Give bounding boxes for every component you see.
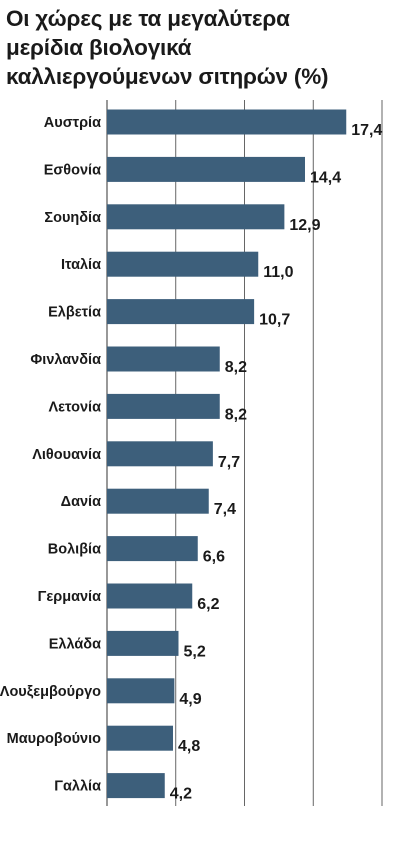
bar <box>107 630 179 656</box>
bar <box>107 488 209 514</box>
bar <box>107 441 213 467</box>
category-label: Σουηδία <box>44 210 101 226</box>
value-label: 4,9 <box>179 691 201 708</box>
value-label: 7,7 <box>218 454 240 471</box>
value-label: 11,0 <box>263 264 293 281</box>
category-label: Φινλανδία <box>30 352 101 368</box>
bar <box>107 725 173 751</box>
value-label: 4,2 <box>170 786 192 803</box>
value-label: 6,6 <box>203 549 225 566</box>
labels: Αυστρία 17,4 Εσθονία 14,4 Σουηδία 12,9 Ιταλία 1… <box>0 115 382 803</box>
category-label: Ελβετία <box>48 305 101 321</box>
value-label: 4,8 <box>178 738 200 755</box>
category-label: Αυστρία <box>44 115 101 131</box>
category-label: Λετονία <box>49 399 102 415</box>
value-label: 17,4 <box>351 122 382 139</box>
bar <box>107 393 220 419</box>
bars <box>107 109 347 799</box>
bar <box>107 156 305 182</box>
value-label: 6,2 <box>197 596 219 613</box>
chart-title: Οι χώρες με τα μεγαλύτερα μερίδια βιολογ… <box>6 4 404 91</box>
bar <box>107 678 175 704</box>
category-label: Δανία <box>61 494 101 510</box>
category-label: Μαυροβούνιο <box>7 731 101 747</box>
chart-title-line-1: Οι χώρες με τα μεγαλύτερα <box>6 6 290 31</box>
category-label: Βολιβία <box>48 542 101 558</box>
value-label: 8,2 <box>225 406 247 423</box>
category-label: Λιθουανία <box>32 447 101 463</box>
bar <box>107 346 220 372</box>
value-label: 12,9 <box>289 217 320 234</box>
bar <box>107 773 165 799</box>
value-label: 14,4 <box>310 169 341 186</box>
value-label: 10,7 <box>259 312 290 329</box>
bar <box>107 583 193 609</box>
chart-title-line-2: μερίδια βιολογικά <box>6 35 192 60</box>
chart-title-line-3: καλλιεργούμενων σιτηρών (%) <box>6 64 329 89</box>
bar <box>107 299 255 325</box>
bar <box>107 109 347 135</box>
category-label: Ελλάδα <box>49 636 101 652</box>
category-label: Ιταλία <box>61 257 101 273</box>
bar <box>107 536 198 562</box>
value-label: 5,2 <box>184 643 206 660</box>
category-label: Γερμανία <box>38 589 101 605</box>
bar <box>107 204 285 230</box>
category-label: Γαλλία <box>54 779 101 795</box>
bar <box>107 251 259 277</box>
category-label: Εσθονία <box>44 162 101 178</box>
value-label: 7,4 <box>214 501 236 518</box>
category-label: Λουξεμβούργο <box>0 684 101 700</box>
value-label: 8,2 <box>225 359 247 376</box>
